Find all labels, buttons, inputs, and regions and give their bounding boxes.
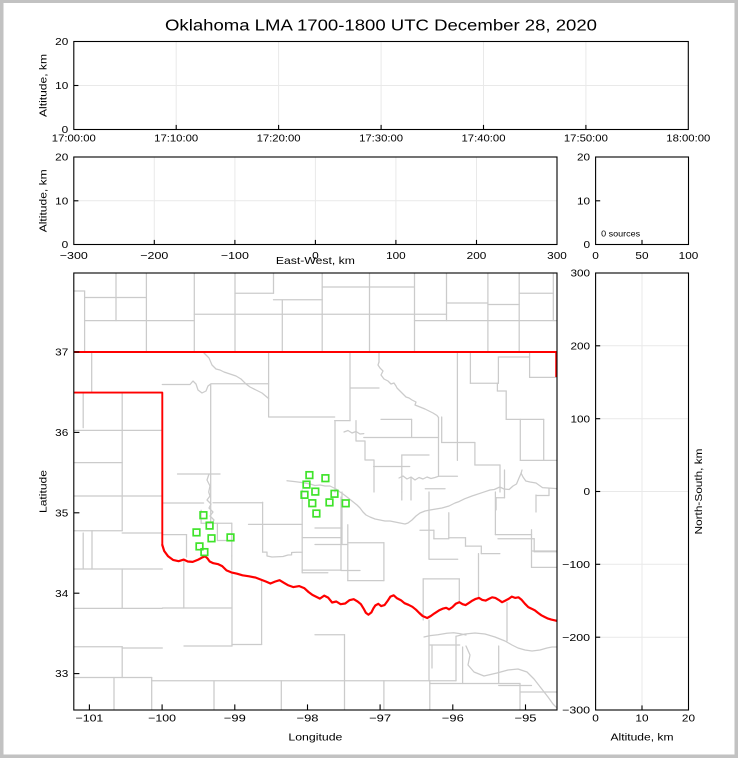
svg-text:−95: −95 bbox=[515, 714, 537, 725]
svg-text:300: 300 bbox=[547, 251, 567, 262]
svg-text:10: 10 bbox=[635, 714, 648, 725]
svg-text:35: 35 bbox=[55, 508, 68, 519]
svg-text:North-South, km: North-South, km bbox=[694, 449, 705, 535]
svg-text:17:50:00: 17:50:00 bbox=[564, 134, 608, 145]
svg-text:100: 100 bbox=[571, 414, 591, 425]
svg-text:17:30:00: 17:30:00 bbox=[359, 134, 403, 145]
svg-text:10: 10 bbox=[577, 196, 590, 207]
svg-text:−101: −101 bbox=[76, 714, 104, 725]
svg-text:36: 36 bbox=[55, 428, 68, 439]
svg-text:0: 0 bbox=[312, 251, 319, 262]
svg-text:−99: −99 bbox=[224, 714, 246, 725]
svg-text:20: 20 bbox=[55, 37, 68, 48]
svg-text:17:40:00: 17:40:00 bbox=[462, 134, 506, 145]
svg-text:50: 50 bbox=[635, 251, 648, 262]
svg-text:100: 100 bbox=[679, 251, 699, 262]
svg-text:Altitude, km: Altitude, km bbox=[611, 732, 674, 743]
svg-text:0: 0 bbox=[592, 251, 599, 262]
svg-text:−96: −96 bbox=[442, 714, 464, 725]
svg-text:0: 0 bbox=[592, 714, 599, 725]
svg-text:0: 0 bbox=[584, 240, 591, 251]
svg-text:−100: −100 bbox=[221, 251, 249, 262]
svg-text:37: 37 bbox=[55, 348, 68, 359]
svg-text:Oklahoma LMA 1700-1800 UTC Dec: Oklahoma LMA 1700-1800 UTC December 28, … bbox=[165, 18, 597, 35]
svg-text:Longitude: Longitude bbox=[288, 732, 342, 743]
svg-text:Latitude: Latitude bbox=[39, 470, 50, 513]
svg-text:33: 33 bbox=[55, 669, 68, 680]
svg-text:0: 0 bbox=[62, 240, 69, 251]
svg-text:100: 100 bbox=[386, 251, 406, 262]
svg-text:−97: −97 bbox=[369, 714, 391, 725]
svg-text:0: 0 bbox=[584, 487, 591, 498]
svg-text:Altitude, km: Altitude, km bbox=[39, 169, 50, 232]
svg-text:20: 20 bbox=[55, 153, 68, 164]
svg-text:200: 200 bbox=[571, 341, 591, 352]
svg-text:17:20:00: 17:20:00 bbox=[257, 134, 301, 145]
svg-text:20: 20 bbox=[682, 714, 695, 725]
svg-text:−300: −300 bbox=[562, 706, 590, 717]
svg-text:17:00:00: 17:00:00 bbox=[52, 134, 96, 145]
svg-text:34: 34 bbox=[55, 589, 68, 600]
svg-text:200: 200 bbox=[467, 251, 487, 262]
svg-text:18:00:00: 18:00:00 bbox=[666, 134, 710, 145]
svg-text:−200: −200 bbox=[140, 251, 168, 262]
svg-text:300: 300 bbox=[571, 269, 591, 280]
svg-text:17:10:00: 17:10:00 bbox=[154, 134, 198, 145]
svg-text:20: 20 bbox=[577, 153, 590, 164]
svg-text:0: 0 bbox=[62, 125, 69, 136]
svg-text:−200: −200 bbox=[562, 633, 590, 644]
svg-text:−100: −100 bbox=[562, 560, 590, 571]
svg-text:10: 10 bbox=[55, 196, 68, 207]
svg-text:Altitude, km: Altitude, km bbox=[39, 54, 50, 117]
svg-text:−100: −100 bbox=[148, 714, 176, 725]
svg-text:0 sources: 0 sources bbox=[601, 229, 640, 239]
svg-text:East-West, km: East-West, km bbox=[276, 256, 355, 267]
svg-text:−98: −98 bbox=[297, 714, 319, 725]
svg-text:10: 10 bbox=[55, 81, 68, 92]
svg-text:−300: −300 bbox=[60, 251, 88, 262]
